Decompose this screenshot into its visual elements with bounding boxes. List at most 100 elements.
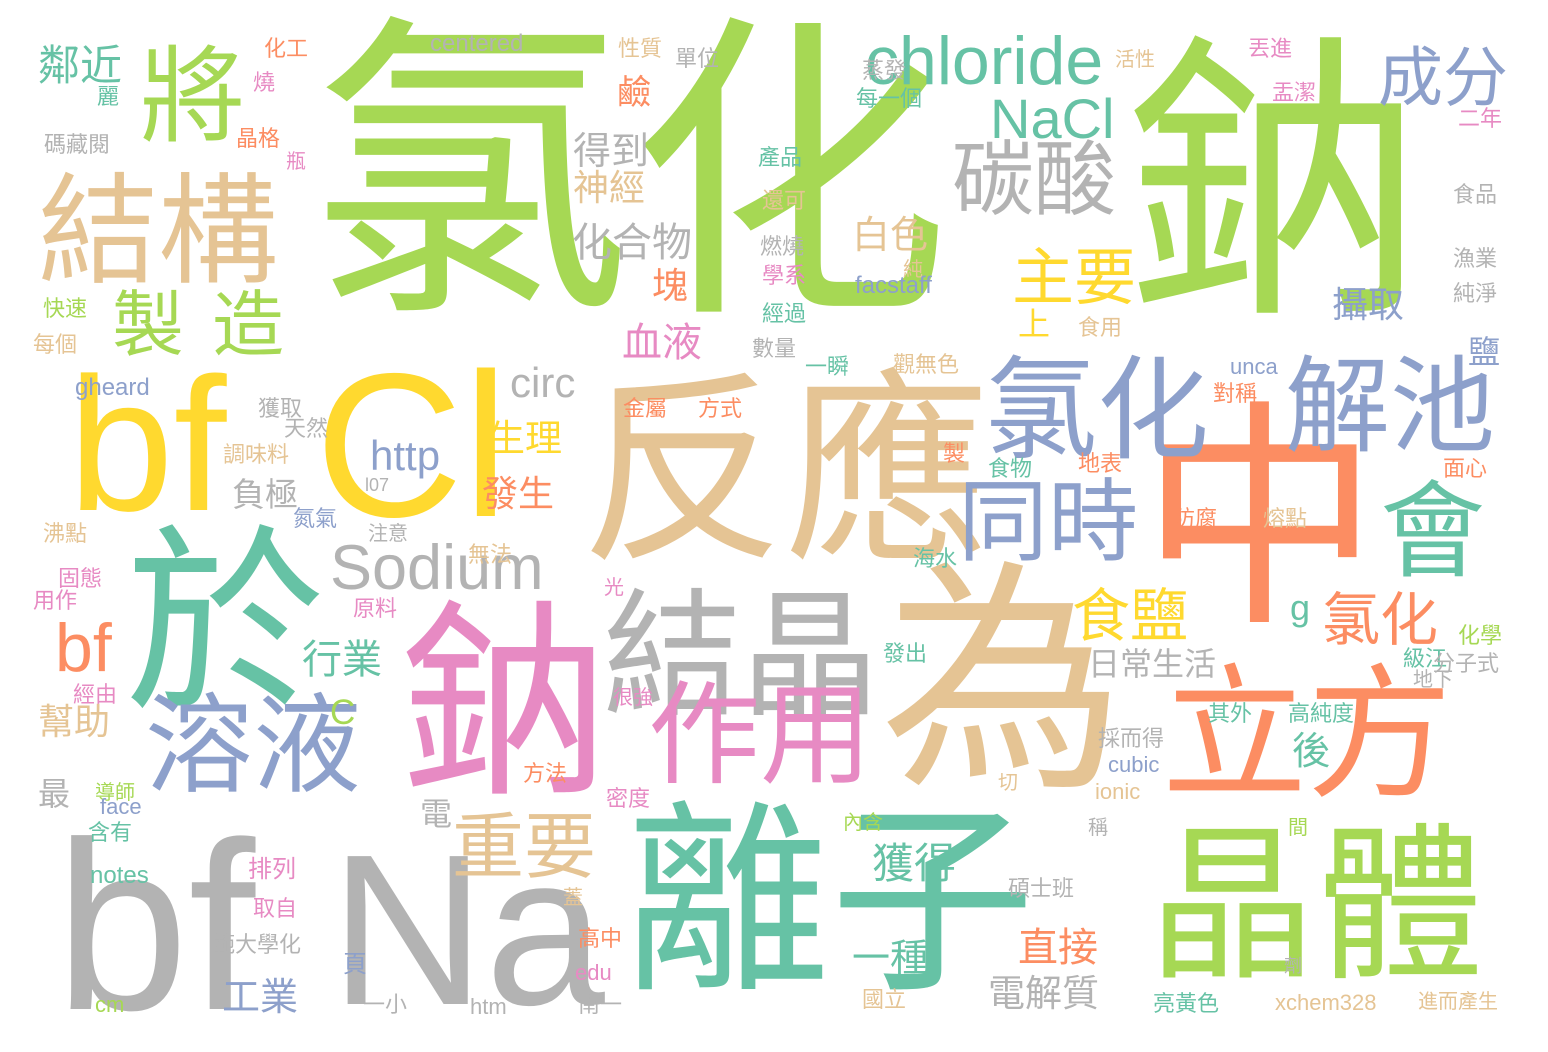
cloud-word: 含有 (88, 820, 133, 845)
cloud-word: 鈉 (400, 587, 611, 822)
cloud-word: 快速 (43, 296, 88, 321)
cloud-word: 塊 (652, 265, 689, 306)
cloud-word: 活性 (1115, 49, 1155, 71)
cloud-word: NaCl (990, 87, 1115, 150)
cloud-word: 排列 (248, 856, 296, 883)
cloud-word: 獲得 (872, 840, 957, 887)
cloud-word: bf (55, 792, 256, 1052)
cloud-word: edu (575, 960, 612, 985)
cloud-word: 級江 (1403, 646, 1448, 671)
cloud-word: 解池 (1285, 349, 1496, 466)
cloud-word: 高中 (578, 926, 623, 951)
cloud-word: 切 (998, 772, 1018, 794)
cloud-word: Cl (315, 331, 509, 560)
cloud-word: bf (68, 339, 227, 551)
cloud-word: 氯化 (1322, 588, 1439, 653)
cloud-word: 高純度 (1288, 701, 1355, 726)
cloud-word: 得到 (573, 131, 650, 173)
cloud-word: 天然 (284, 416, 329, 441)
cloud-word: 稱 (1088, 817, 1108, 839)
cloud-word: 光 (604, 577, 624, 599)
cloud-word: 數量 (752, 336, 797, 361)
cloud-word: 晶格 (236, 126, 281, 151)
cloud-word: gheard (75, 374, 150, 401)
cloud-word: 氯化 (985, 348, 1209, 473)
cloud-word: 行業 (302, 638, 382, 682)
cloud-word: 觀無色 (893, 352, 960, 377)
cloud-word: 採而得 (1098, 726, 1165, 751)
cloud-word: 製造 (112, 286, 313, 366)
cloud-word: 蒸發 (862, 58, 907, 83)
cloud-word: 間 (1288, 817, 1308, 839)
cloud-word: 食鹽 (1072, 584, 1189, 649)
cloud-word: 單位 (675, 46, 720, 71)
cloud-word: 純淨 (1453, 281, 1498, 306)
cloud-word: 發出 (883, 641, 928, 666)
cloud-word: 攝取 (1332, 284, 1405, 325)
cloud-word: 範大學化 (213, 932, 302, 957)
cloud-word: 發生 (482, 473, 555, 514)
cloud-word: 成分 (1378, 41, 1509, 114)
cloud-word: 血液 (622, 321, 702, 365)
cloud-word: 主要 (1012, 244, 1137, 313)
cloud-word: 直接 (1018, 926, 1098, 970)
cloud-word: 國立 (862, 987, 907, 1012)
cloud-word: 上 (1018, 306, 1051, 342)
cloud-word: 瓶 (286, 151, 306, 173)
cloud-word: 食物 (988, 456, 1033, 481)
cloud-word: 反應 (580, 358, 990, 587)
cloud-word: 方式 (698, 396, 743, 421)
cloud-word: 日常生活 (1088, 646, 1217, 682)
cloud-word: 頁 (343, 951, 367, 978)
cloud-word: 白色 (852, 215, 929, 257)
cloud-word: 熔點 (1263, 506, 1308, 531)
cloud-word: 鹽 (1468, 334, 1501, 370)
cloud-word: 面心 (1443, 456, 1488, 481)
cloud-word: 鄰近 (38, 42, 123, 89)
cloud-word: 重要 (452, 808, 597, 888)
cloud-word: 學系 (762, 263, 807, 288)
cloud-word: http (370, 432, 441, 479)
cloud-word: 中 (1140, 386, 1381, 654)
cloud-word: 密度 (606, 786, 651, 811)
cloud-word: 原料 (353, 596, 398, 621)
cloud-word: 地下 (1413, 669, 1453, 691)
cloud-word: 二年 (1458, 106, 1503, 131)
cloud-word: facstaff (855, 272, 932, 299)
cloud-word: 作用 (648, 673, 872, 798)
cloud-word: 劑 (1284, 956, 1302, 976)
cloud-word: 工業 (222, 977, 299, 1019)
cloud-word: 將 (140, 39, 246, 156)
cloud-word: 化合物 (572, 221, 692, 265)
cloud-word: 生理 (488, 418, 562, 459)
cloud-word: 內含 (843, 812, 883, 834)
cloud-word: 一瞬 (805, 354, 850, 379)
cloud-word: 獲取 (258, 396, 303, 421)
cloud-word: 南一 (578, 992, 623, 1017)
cloud-word: 經過 (762, 301, 807, 326)
cloud-word: 電 (420, 796, 453, 832)
cloud-word: 燃燒 (760, 234, 805, 259)
cloud-word: face (100, 794, 142, 819)
cloud-word: 蓋 (563, 887, 583, 909)
cloud-word: cubic (1108, 752, 1160, 777)
cloud-word: 後 (1292, 731, 1331, 773)
cloud-word: 漁業 (1453, 246, 1498, 271)
cloud-word: 取自 (253, 896, 298, 921)
cloud-word: circ (510, 359, 576, 406)
cloud-word: 無法 (468, 542, 513, 567)
cloud-word: 沸點 (43, 521, 88, 546)
cloud-word: 碼藏閱 (44, 132, 111, 157)
cloud-word: 很強 (613, 687, 653, 709)
cloud-word: 注意 (368, 523, 408, 545)
cloud-word: chloride (865, 23, 1104, 99)
cloud-word: 化工 (264, 36, 309, 61)
cloud-word: 調味料 (223, 442, 290, 467)
cloud-word: 導師 (95, 782, 135, 804)
cloud-word: 最 (38, 776, 71, 812)
cloud-word: 為 (880, 545, 1125, 819)
cloud-word: 地表 (1078, 451, 1123, 476)
cloud-word: 性質 (618, 36, 663, 61)
cloud-word: cm (95, 992, 125, 1017)
cloud-word: 用作 (33, 588, 78, 613)
